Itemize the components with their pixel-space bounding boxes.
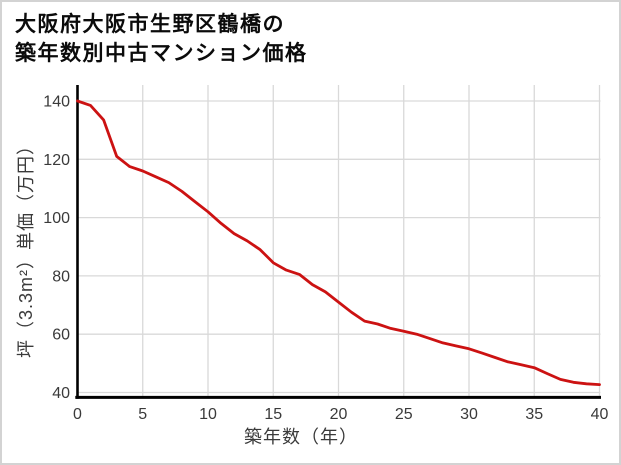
x-tick-label: 15 [264, 406, 282, 423]
y-tick-label: 40 [52, 385, 70, 402]
y-tick-label: 100 [43, 210, 70, 227]
x-tick-label: 0 [73, 406, 82, 423]
chart-title: 大阪府大阪市生野区鶴橋の 築年数別中古マンション価格 [15, 10, 308, 68]
y-axis-label: 坪（3.3m²）単価（万円） [16, 135, 36, 359]
x-tick-label: 40 [591, 406, 609, 423]
y-tick-label: 140 [43, 94, 70, 111]
price-line-series [76, 99, 601, 387]
x-tick-label: 5 [138, 406, 147, 423]
y-tick-label: 60 [52, 327, 70, 344]
y-tick-label: 120 [43, 152, 70, 169]
x-tick-label: 35 [525, 406, 543, 423]
chart-title-line1: 大阪府大阪市生野区鶴橋の [15, 13, 285, 36]
x-tick-label: 30 [460, 406, 478, 423]
x-tick-label: 25 [395, 406, 413, 423]
chart-title-line2: 築年数別中古マンション価格 [15, 42, 308, 65]
x-tick-label: 20 [330, 406, 348, 423]
y-tick-label: 80 [52, 268, 70, 285]
x-tick-label: 10 [199, 406, 217, 423]
x-axis-label: 築年数（年） [244, 427, 358, 447]
